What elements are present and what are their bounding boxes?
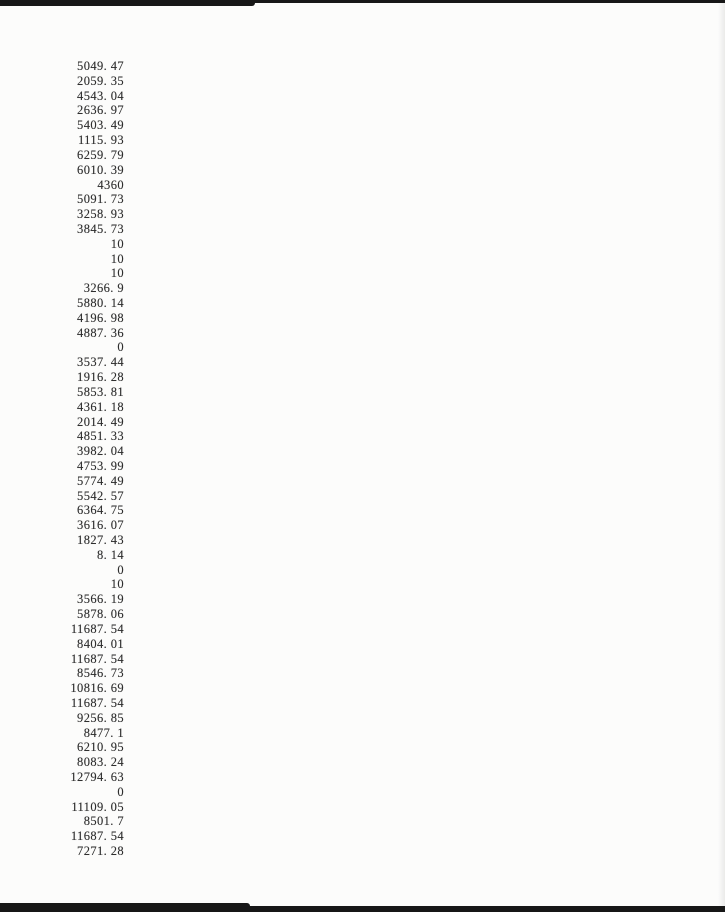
- number-value: 3845. 73: [77, 221, 124, 236]
- number-value: 11109. 05: [71, 799, 124, 814]
- number-value: 3982. 04: [77, 444, 124, 459]
- number-value: 10: [110, 577, 124, 592]
- number-value: 6364. 75: [77, 503, 124, 518]
- number-value: 4361. 18: [77, 399, 124, 414]
- number-value: 0: [117, 562, 124, 577]
- number-value: 1827. 43: [77, 533, 124, 547]
- number-value: 5774. 49: [77, 473, 124, 488]
- number-value: 1115. 93: [77, 133, 124, 148]
- number-value: 4887. 36: [77, 325, 124, 340]
- top-scan-edge-bar-left: [0, 0, 255, 6]
- number-value: 5880. 14: [77, 296, 124, 310]
- top-scan-edge-bar: [0, 0, 725, 3]
- number-value: 11687. 54: [70, 695, 124, 710]
- number-value: 8501. 7: [83, 814, 124, 829]
- number-value: 4753. 99: [77, 458, 124, 473]
- number-value: 10816. 69: [70, 681, 124, 696]
- number-value: 4360: [97, 177, 124, 192]
- right-scan-edge-shadow: [718, 0, 725, 912]
- number-value: 2014. 49: [77, 414, 124, 429]
- number-value: 11687. 54: [70, 651, 124, 666]
- number-value: 3616. 07: [77, 518, 124, 533]
- number-value: 4851. 33: [77, 429, 124, 444]
- number-value: 10: [110, 266, 124, 281]
- bottom-scan-edge-bar: [0, 906, 725, 912]
- number-value: 2636. 97: [77, 103, 124, 118]
- number-value: 3566. 19: [77, 592, 124, 607]
- number-value: 2059. 35: [77, 73, 124, 88]
- number-value: 0: [117, 784, 124, 799]
- number-value: 8546. 73: [77, 666, 124, 681]
- number-value: 5878. 06: [77, 607, 124, 622]
- number-value: 1916. 28: [77, 370, 124, 385]
- number-value: 3258. 93: [77, 207, 124, 222]
- number-value: 6259. 79: [77, 147, 124, 162]
- number-value: 3537. 44: [77, 355, 124, 370]
- number-value: 3266. 9: [83, 281, 124, 296]
- number-value: 11687. 54: [70, 621, 124, 636]
- number-value: 8404. 01: [77, 636, 124, 651]
- number-value: 7271. 28: [77, 844, 124, 859]
- bottom-scan-edge-bar-left: [0, 903, 250, 912]
- number-value: 12794. 63: [70, 770, 124, 784]
- number-value: 10: [110, 236, 124, 251]
- number-value: 5542. 57: [77, 488, 124, 503]
- number-value: 4196. 98: [77, 310, 124, 325]
- number-column: 5049. 47 2059. 35 4543. 04 2636. 97 5403. 49…: [0, 59, 124, 859]
- number-value: 8083. 24: [77, 755, 124, 770]
- number-value: 9256. 85: [77, 710, 124, 725]
- number-value: 8. 14: [97, 547, 124, 562]
- number-value: 5403. 49: [77, 118, 124, 133]
- number-value: 11687. 54: [70, 829, 124, 844]
- number-value: 0: [117, 340, 124, 355]
- number-value: 6210. 95: [77, 740, 124, 755]
- number-value: 10: [110, 251, 124, 266]
- number-value: 4543. 04: [77, 88, 124, 103]
- number-value: 5091. 73: [77, 192, 124, 207]
- number-value: 5853. 81: [77, 384, 124, 399]
- number-value: 6010. 39: [77, 162, 124, 177]
- number-value: 5049. 47: [77, 59, 124, 73]
- number-value: 8477. 1: [83, 725, 124, 740]
